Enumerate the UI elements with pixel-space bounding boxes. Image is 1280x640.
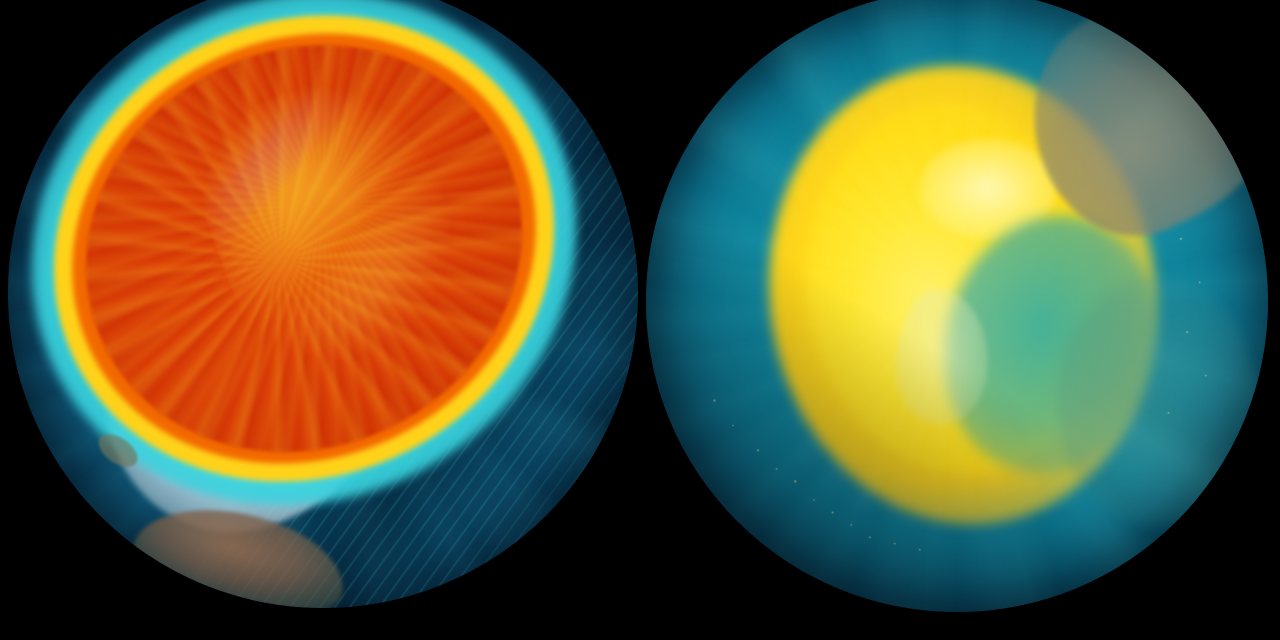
- page-title: Polar Ozone Comparison: [0, 21, 1, 22]
- globe-arctic[interactable]: Northern Hemisphere Polar View: [646, 0, 1268, 612]
- globe-antarctic[interactable]: Southern Hemisphere Polar View: [8, 0, 638, 608]
- limb-darkening-left: [8, 0, 638, 608]
- limb-darkening-right: [646, 0, 1268, 612]
